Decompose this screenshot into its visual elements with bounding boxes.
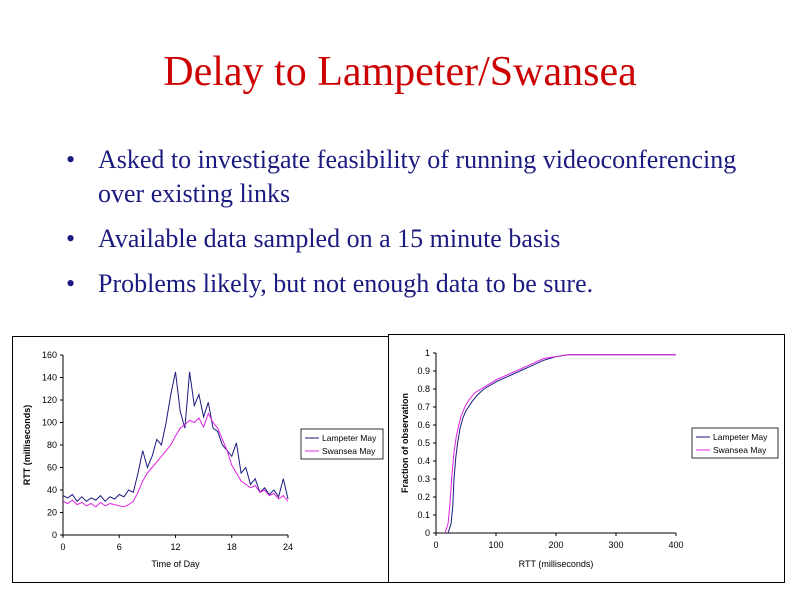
y-tick-label: 0.1 [417, 510, 430, 520]
y-tick-label: 0.9 [417, 366, 430, 376]
series-line-swansea-may [62, 412, 289, 508]
bullet-item: • Available data sampled on a 15 minute … [66, 222, 766, 256]
y-tick-label: 0.5 [417, 438, 430, 448]
y-tick-label: 0.8 [417, 384, 430, 394]
y-tick-label: 0 [425, 528, 430, 538]
y-tick-label: 40 [47, 485, 57, 495]
y-tick-label: 120 [42, 395, 57, 405]
legend: Lampeter May Swansea May [691, 427, 779, 459]
y-tick-label: 0.6 [417, 420, 430, 430]
rtt-vs-time-chart: 0 20 40 60 80 100 120 140 160 0 6 12 18 24 Time of Day… [22, 350, 384, 569]
chart-panel-cdf: 0 0.1 0.2 0.3 0.4 0.5 0.6 0.7 0.8 0.9 1 0 100 200 300 4… [388, 334, 785, 583]
y-tick-label: 100 [42, 418, 57, 428]
bullet-item: • Asked to investigate feasibility of ru… [66, 143, 766, 211]
bullet-symbol: • [66, 269, 76, 298]
bullet-list: • Asked to investigate feasibility of ru… [66, 143, 766, 312]
x-tick-label: 100 [488, 540, 503, 550]
y-tick-label: 140 [42, 373, 57, 383]
y-axis-label: Fraction of observation [400, 393, 410, 493]
x-tick-label: 400 [668, 540, 683, 550]
x-tick-label: 18 [227, 542, 237, 552]
rtt-cdf-chart: 0 0.1 0.2 0.3 0.4 0.5 0.6 0.7 0.8 0.9 1 0 100 200 300 4… [400, 348, 779, 569]
y-tick-label: 20 [47, 508, 57, 518]
legend-box [300, 428, 384, 460]
legend-label: Swansea May [322, 446, 376, 456]
bullet-text: Asked to investigate feasibility of runn… [98, 145, 737, 208]
y-axis-label: RTT (milliseconds) [22, 405, 32, 486]
y-tick-label: 80 [47, 440, 57, 450]
legend-label: Swansea May [713, 445, 767, 455]
y-tick-label: 1 [425, 348, 430, 358]
y-tick-label: 0.4 [417, 456, 430, 466]
legend-box [691, 427, 779, 459]
legend: Lampeter May Swansea May [300, 428, 384, 460]
bullet-symbol: • [66, 224, 76, 253]
y-tick-label: 0.7 [417, 402, 430, 412]
bullet-symbol: • [66, 145, 76, 174]
y-tick-label: 60 [47, 463, 57, 473]
y-tick-label: 0.3 [417, 474, 430, 484]
bullet-text: Problems likely, but not enough data to … [98, 269, 594, 298]
chart-panel-time-of-day: 0 20 40 60 80 100 120 140 160 0 6 12 18 24 Time of Day… [12, 336, 389, 583]
legend-label: Lampeter May [713, 432, 768, 442]
x-tick-label: 0 [60, 542, 65, 552]
x-tick-label: 6 [117, 542, 122, 552]
bullet-item: • Problems likely, but not enough data t… [66, 267, 766, 301]
slide-title: Delay to Lampeter/Swansea [163, 49, 637, 95]
bullet-text: Available data sampled on a 15 minute ba… [98, 224, 561, 253]
x-axis-label: RTT (milliseconds) [519, 559, 594, 569]
series-line-lampeter-may [447, 354, 676, 534]
x-tick-label: 200 [548, 540, 563, 550]
series-line-swansea-may [444, 354, 676, 534]
series-line-lampeter-may [62, 371, 289, 503]
x-tick-label: 300 [608, 540, 623, 550]
x-tick-label: 12 [170, 542, 180, 552]
y-tick-label: 0 [52, 530, 57, 540]
x-axis-label: Time of Day [151, 559, 200, 569]
y-tick-label: 0.2 [417, 492, 430, 502]
x-tick-label: 24 [283, 542, 293, 552]
y-tick-label: 160 [42, 350, 57, 360]
x-tick-label: 0 [433, 540, 438, 550]
legend-label: Lampeter May [322, 433, 377, 443]
